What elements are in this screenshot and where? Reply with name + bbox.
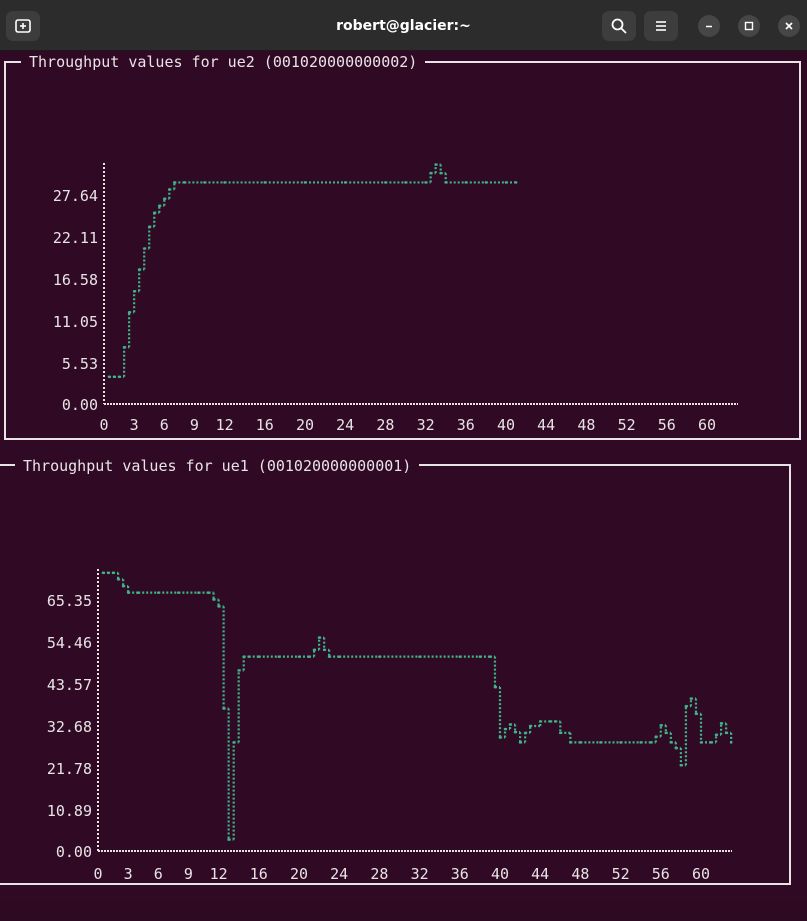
x-tick-label: 20	[290, 865, 308, 883]
y-tick-label: 43.57	[47, 676, 92, 694]
x-tick-label: 28	[370, 865, 388, 883]
menu-button[interactable]	[644, 11, 678, 41]
x-tick-label: 0	[99, 416, 108, 434]
close-icon	[785, 22, 793, 30]
x-tick-label: 6	[160, 416, 169, 434]
x-tick-label: 9	[190, 416, 199, 434]
x-tick-label: 52	[618, 416, 636, 434]
x-tick-label: 44	[531, 865, 549, 883]
data-point	[514, 181, 518, 184]
x-tick-label: 3	[130, 416, 139, 434]
y-tick-label: 0.00	[62, 396, 98, 414]
y-tick-label: 16.58	[53, 271, 98, 289]
x-tick-label: 24	[336, 416, 354, 434]
search-icon	[611, 18, 627, 34]
y-tick-label: 5.53	[62, 355, 98, 373]
y-tick-label: 65.35	[47, 592, 92, 610]
x-tick-label: 16	[256, 416, 274, 434]
x-tick-label: 28	[376, 416, 394, 434]
y-tick-label: 27.64	[53, 187, 98, 205]
window-titlebar: robert@glacier:~	[0, 0, 807, 51]
panel-title-ue1: Throughput values for ue1 (0010200000000…	[15, 457, 420, 475]
search-button[interactable]	[602, 11, 636, 41]
x-tick-label: 40	[497, 416, 515, 434]
x-tick-label: 6	[154, 865, 163, 883]
y-tick-label: 22.11	[53, 229, 98, 247]
x-tick-label: 48	[577, 416, 595, 434]
terminal-area[interactable]: Throughput values for ue2 (0010200000000…	[0, 51, 807, 901]
y-tick-label: 10.89	[47, 802, 92, 820]
x-tick-label: 32	[411, 865, 429, 883]
y-tick-label: 0.00	[56, 843, 92, 861]
x-tick-label: 9	[184, 865, 193, 883]
x-tick-label: 36	[451, 865, 469, 883]
y-tick-label: 21.78	[47, 760, 92, 778]
x-tick-label: 40	[491, 865, 509, 883]
x-tick-label: 12	[210, 865, 228, 883]
x-tick-label: 44	[537, 416, 555, 434]
x-tick-label: 24	[330, 865, 348, 883]
x-tick-label: 52	[612, 865, 630, 883]
x-tick-label: 56	[652, 865, 670, 883]
x-tick-label: 12	[216, 416, 234, 434]
window-title: robert@glacier:~	[336, 18, 471, 34]
close-button[interactable]	[778, 15, 800, 37]
x-tick-label: 60	[698, 416, 716, 434]
x-tick-label: 56	[658, 416, 676, 434]
minimize-icon	[706, 25, 712, 28]
x-tick-label: 36	[457, 416, 475, 434]
minimize-button[interactable]	[698, 15, 720, 37]
x-tick-label: 48	[571, 865, 589, 883]
x-tick-label: 32	[417, 416, 435, 434]
x-tick-label: 20	[296, 416, 314, 434]
y-tick-label: 32.68	[47, 718, 92, 736]
x-tick-label: 16	[250, 865, 268, 883]
x-tick-label: 3	[124, 865, 133, 883]
data-point	[729, 741, 733, 744]
maximize-button[interactable]	[738, 15, 760, 37]
panel-title-ue2: Throughput values for ue2 (0010200000000…	[21, 53, 426, 71]
y-tick-label: 54.46	[47, 634, 92, 652]
y-tick-label: 11.05	[53, 313, 98, 331]
x-tick-label: 0	[93, 865, 102, 883]
x-tick-label: 60	[692, 865, 710, 883]
hamburger-menu-icon	[656, 21, 666, 31]
new-tab-button[interactable]	[6, 11, 40, 41]
new-tab-icon	[15, 19, 31, 33]
maximize-icon	[744, 21, 754, 31]
